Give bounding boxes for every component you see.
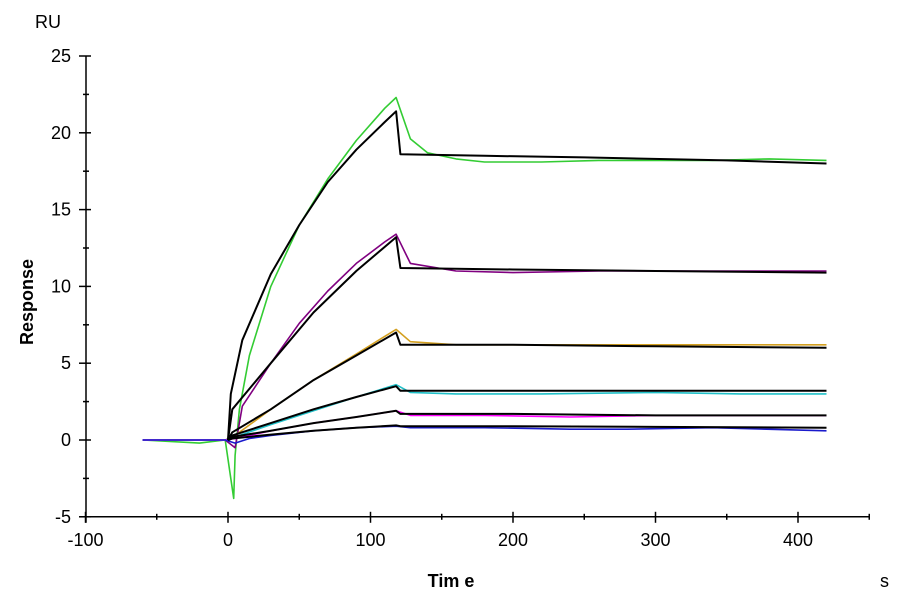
y-tick-label: -5 [55, 507, 71, 527]
fit-curve [227, 385, 827, 441]
axes [79, 55, 870, 523]
y-tick-label: 15 [51, 200, 71, 220]
tick-labels: -5 0 5 10 15 20 25 -100 0 100 200 300 400 [51, 46, 813, 550]
x-tick-label: 400 [783, 530, 813, 550]
x-tick-label: -100 [67, 530, 103, 550]
fit-curve [227, 236, 827, 441]
fit-curve [227, 409, 827, 441]
y-tick-label: 25 [51, 46, 71, 66]
x-tick-label: 0 [223, 530, 233, 550]
y-axis-title: Response [17, 259, 37, 345]
plot-lines [142, 96, 827, 500]
y-tick-label: 20 [51, 123, 71, 143]
y-tick-label: 0 [61, 430, 71, 450]
fit-curve [227, 110, 827, 441]
fit-curve [227, 424, 827, 441]
fit-curve [227, 331, 827, 441]
y-unit-label: RU [35, 12, 61, 32]
x-unit-label: s [880, 571, 889, 591]
sensorgram-curve [142, 96, 827, 500]
x-axis-title: Tim e [428, 571, 475, 591]
x-tick-label: 100 [355, 530, 385, 550]
y-tick-label: 5 [61, 353, 71, 373]
x-tick-label: 300 [640, 530, 670, 550]
x-tick-label: 200 [498, 530, 528, 550]
y-tick-label: 10 [51, 276, 71, 296]
